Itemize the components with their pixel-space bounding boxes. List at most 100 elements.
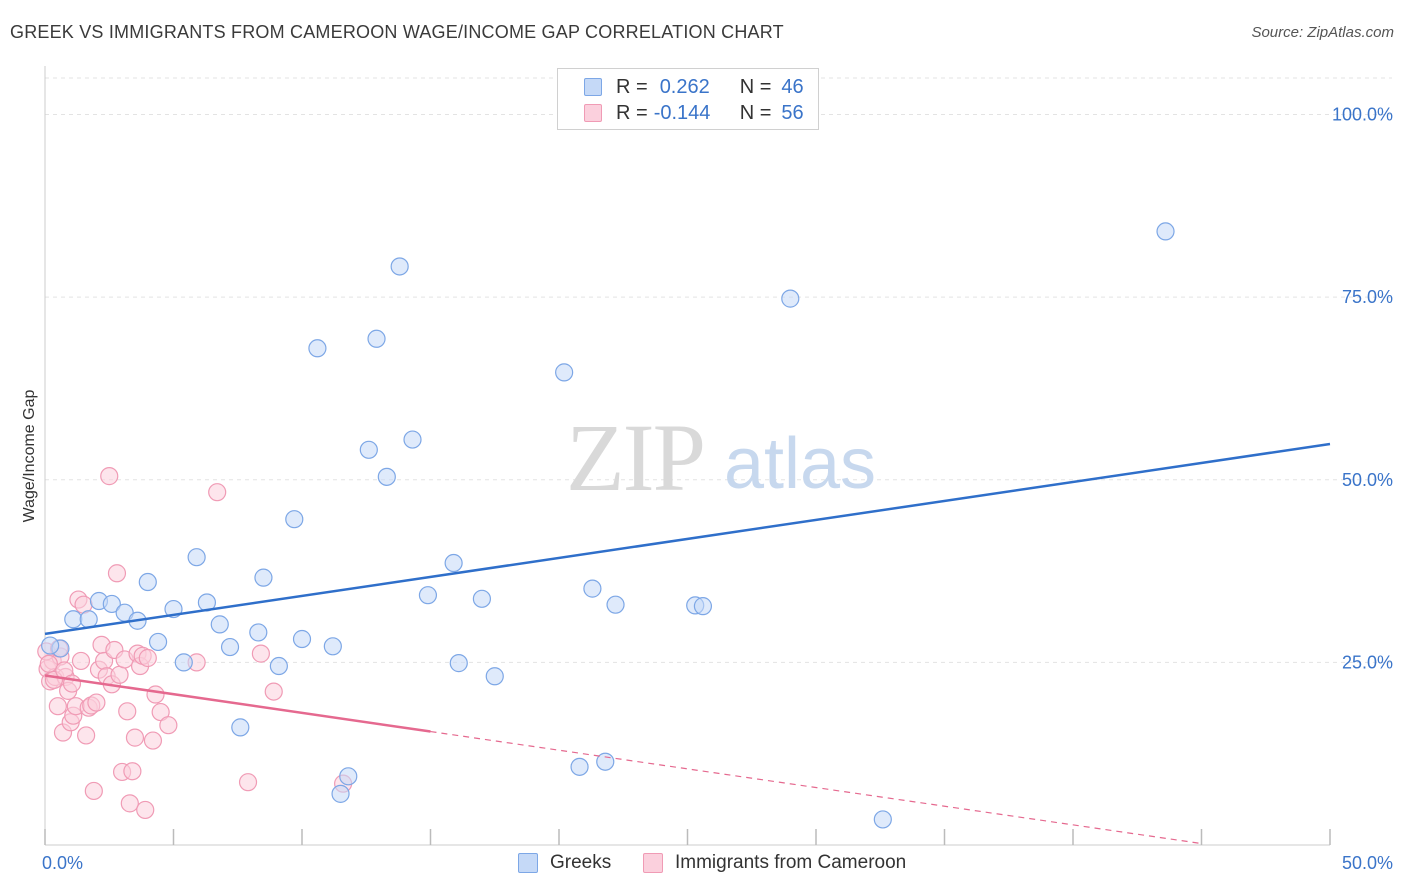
point-greek [485,667,504,686]
point-cameroon [100,467,119,486]
legend-r-value-blue: 0.262 [659,75,710,98]
grid-lines [45,77,1392,663]
legend-item-greeks[interactable]: Greeks [518,852,611,874]
point-greek [64,610,83,629]
point-cameroon [238,773,258,792]
chart-title: GREEK VS IMMIGRANTS FROM CAMEROON WAGE/I… [10,22,784,42]
point-greek [269,656,288,676]
point-cameroon [87,693,106,712]
point-greek [249,623,268,642]
y-tick-label: 75.0% [1342,287,1393,307]
point-greek [583,579,602,598]
point-greek [210,615,229,634]
point-cameroon [84,781,103,801]
point-greek [570,757,589,776]
legend-swatch-pink [584,104,602,122]
legend-n-value-pink: 56 [781,101,804,124]
legend-row-cameroon: R = -0.144 N = 56 [584,101,804,125]
point-greek [79,610,98,629]
legend-label-cameroon: Immigrants from Cameroon [675,852,907,873]
point-greek [390,257,409,276]
point-greek [403,430,422,449]
trend-cameroon-solid [44,674,431,733]
point-greek [555,363,574,382]
watermark-zip: ZIP [566,404,704,511]
legend-row-greeks: R = 0.262 N = 46 [584,75,804,99]
point-cameroon [251,644,270,663]
point-greek [102,594,121,614]
legend-label-greeks: Greeks [550,852,612,873]
y-tick-label: 50.0% [1342,470,1393,490]
point-greek [138,572,157,592]
point-cameroon [71,651,91,671]
point-greek [367,329,386,348]
legend-swatch-blue [584,78,602,96]
legend-item-cameroon[interactable]: Immigrants from Cameroon [643,852,906,874]
legend-r-value-pink: -0.144 [653,101,711,124]
point-cameroon [123,762,142,781]
point-cameroon [120,794,139,813]
point-greek [254,568,273,587]
y-axis-label: Wage/Income Gap [21,390,38,523]
point-greek [285,510,304,529]
point-cameroon [143,731,163,750]
point-greek [292,629,312,649]
point-greek [377,467,396,486]
point-cameroon [39,654,58,673]
point-cameroon [48,697,67,716]
point-greek [472,589,491,608]
y-tick-label: 100.0% [1332,105,1393,125]
trend-greeks-solid [44,442,1331,636]
series-legend: Greeks Immigrants from Cameroon [0,852,1406,876]
legend-swatch-pink [643,853,663,873]
point-greek [174,653,193,672]
point-greek [339,767,358,786]
tick-labels: 25.0% 50.0% 75.0% 100.0% 0.0% 50.0% [42,105,1393,873]
watermark: ZIP atlas [566,404,876,511]
legend-r-label: R = [616,75,648,98]
point-greek [781,289,800,308]
point-greek [148,632,168,652]
source-credit: Source: ZipAtlas.com [1251,24,1394,41]
point-cameroon [118,702,137,721]
point-cameroon [77,726,96,745]
point-greek [359,440,378,459]
point-cameroon [159,716,178,735]
point-cameroon [208,483,227,502]
point-cameroon [146,685,165,704]
point-greek [873,810,892,829]
point-cameroon [264,682,283,701]
x-tick-label: 0.0% [42,853,83,873]
legend-swatch-blue [518,853,538,873]
point-cameroon [125,728,145,747]
point-cameroon [136,800,155,820]
legend-n-value-blue: 46 [781,75,804,98]
y-tick-label: 25.0% [1342,652,1393,672]
point-greek [187,548,206,567]
point-greek [693,597,713,616]
trend-cameroon-dashed [430,730,1202,845]
axes [44,66,1331,846]
point-greek [331,784,350,803]
point-greek [220,637,240,657]
point-greek [231,718,250,737]
point-greek [1156,222,1175,241]
series-greeks [41,222,1175,829]
point-greek [308,339,327,358]
legend-n-label: N = [739,75,772,98]
point-greek [418,586,438,605]
point-cameroon [107,564,127,583]
point-greek [606,595,625,614]
point-cameroon [138,648,157,668]
trend-lines [44,442,1331,845]
stats-legend: R = 0.262 N = 46 R = -0.144 N = 56 [557,68,819,130]
legend-n-label: N = [739,101,772,124]
point-greek [41,636,60,655]
point-greek [323,637,342,656]
x-tick-label: 50.0% [1342,853,1393,873]
watermark-atlas: atlas [724,424,876,504]
point-greek [449,654,468,673]
point-greek [444,553,463,573]
point-cameroon [110,665,129,684]
